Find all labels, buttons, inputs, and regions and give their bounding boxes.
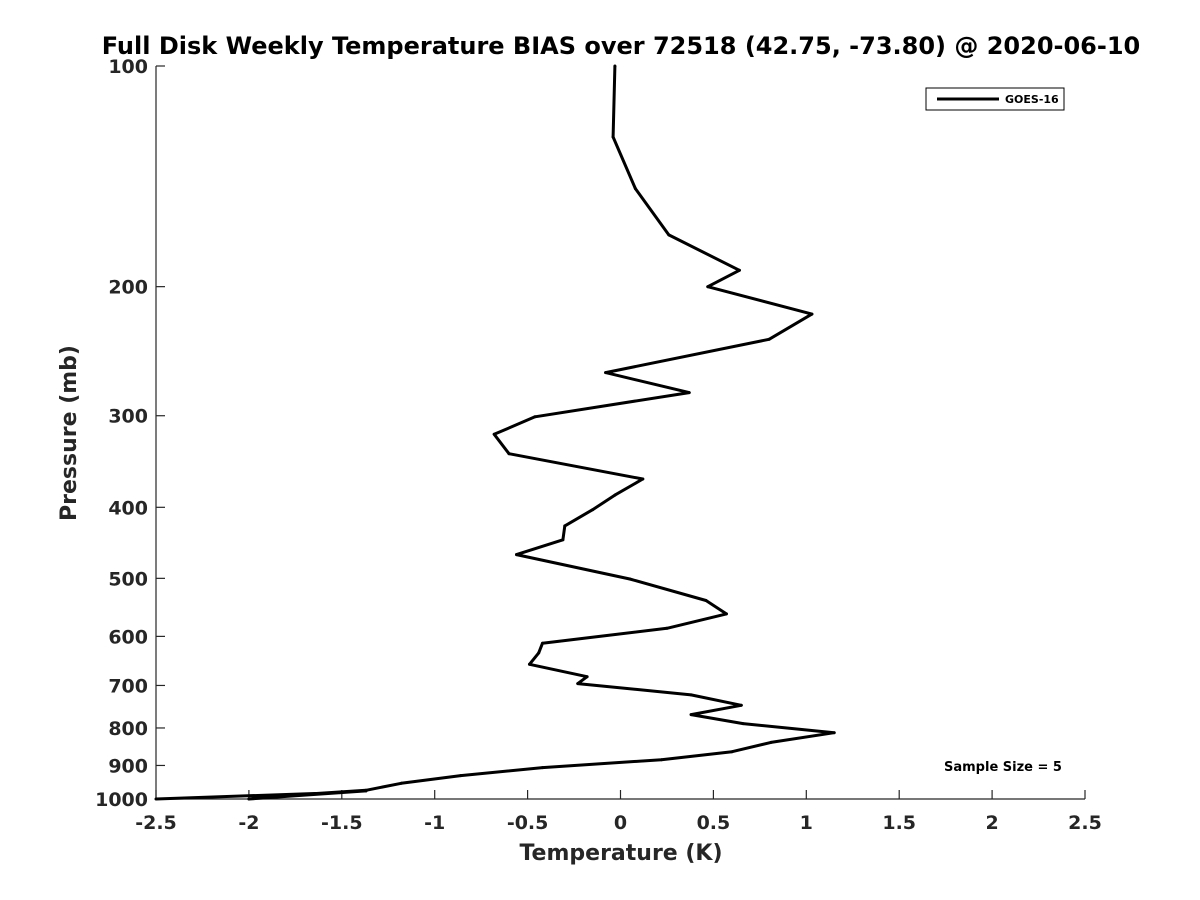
data-point: [563, 524, 567, 528]
legend: GOES-16: [925, 87, 1065, 111]
x-tick-label: 2.5: [1068, 812, 1102, 834]
data-point: [689, 713, 693, 717]
data-point: [611, 135, 615, 139]
y-tick-label: 700: [108, 675, 148, 697]
data-point: [591, 508, 595, 512]
data-point: [739, 703, 743, 707]
data-point: [585, 675, 589, 679]
data-point: [604, 371, 608, 375]
y-tick-label: 200: [108, 277, 148, 299]
data-point: [613, 64, 617, 68]
x-tick-label: 2: [985, 812, 998, 834]
data-point: [247, 797, 251, 801]
data-point: [659, 758, 663, 762]
data-point: [628, 577, 632, 581]
y-tick-group: 100 200 300 400 500 600 700 800 900 1000: [95, 56, 165, 811]
data-point: [541, 766, 544, 770]
data-point: [665, 626, 669, 630]
data-point: [704, 599, 708, 602]
y-tick-label: 100: [108, 56, 148, 78]
x-tick-label: -0.5: [507, 812, 549, 834]
data-point: [338, 791, 342, 795]
data-point: [576, 682, 580, 686]
y-tick-label: 1000: [95, 789, 148, 811]
y-tick-label: 400: [108, 497, 148, 519]
data-point: [730, 750, 734, 754]
data-point: [492, 432, 496, 436]
x-tick-label: -2.5: [135, 812, 177, 834]
data-point: [706, 285, 710, 289]
sample-size-annotation: Sample Size = 5: [944, 760, 1062, 775]
x-tick-label: 0: [614, 812, 627, 834]
legend-entry-goes16: GOES-16: [1005, 93, 1059, 106]
data-point: [741, 722, 745, 726]
data-point: [507, 452, 511, 456]
x-tick-label: 1.5: [882, 812, 916, 834]
data-point: [810, 312, 814, 316]
x-tick-label: 0.5: [697, 812, 731, 834]
data-point: [541, 641, 544, 645]
x-tick-label: -1: [424, 812, 445, 834]
series-points-goes16: [154, 64, 836, 801]
data-point: [641, 477, 645, 481]
chart-title: Full Disk Weekly Temperature BIAS over 7…: [102, 32, 1141, 60]
data-point: [832, 731, 836, 735]
data-point: [533, 415, 537, 419]
data-point: [667, 233, 671, 237]
y-tick-label: 900: [108, 755, 148, 777]
data-point: [767, 337, 771, 341]
data-point: [633, 187, 637, 191]
data-point: [280, 794, 284, 798]
data-point: [769, 740, 773, 744]
data-point: [399, 781, 403, 785]
data-point: [154, 797, 158, 801]
y-tick-label: 600: [108, 626, 148, 648]
data-point: [724, 612, 728, 616]
data-point: [613, 493, 617, 497]
data-point: [561, 538, 565, 542]
x-axis-label: Temperature (K): [519, 841, 722, 866]
y-tick-label: 300: [108, 406, 148, 428]
data-point: [459, 774, 463, 778]
y-tick-label: 800: [108, 718, 148, 740]
data-point: [737, 268, 741, 272]
data-point: [515, 553, 518, 557]
data-point: [687, 391, 691, 395]
x-tick-label: -1.5: [321, 812, 363, 834]
y-axis-label: Pressure (mb): [57, 345, 82, 521]
x-tick-label: -2: [238, 812, 259, 834]
data-point: [689, 693, 693, 697]
y-tick-label: 500: [108, 568, 148, 590]
x-tick-group: -2.5 -2 -1.5 -1 -0.5 0 0.5 1 1.5 2 2.5: [135, 790, 1102, 834]
data-point: [364, 789, 368, 793]
data-point: [537, 651, 541, 655]
x-tick-label: 1: [800, 812, 813, 834]
data-point: [528, 662, 531, 666]
